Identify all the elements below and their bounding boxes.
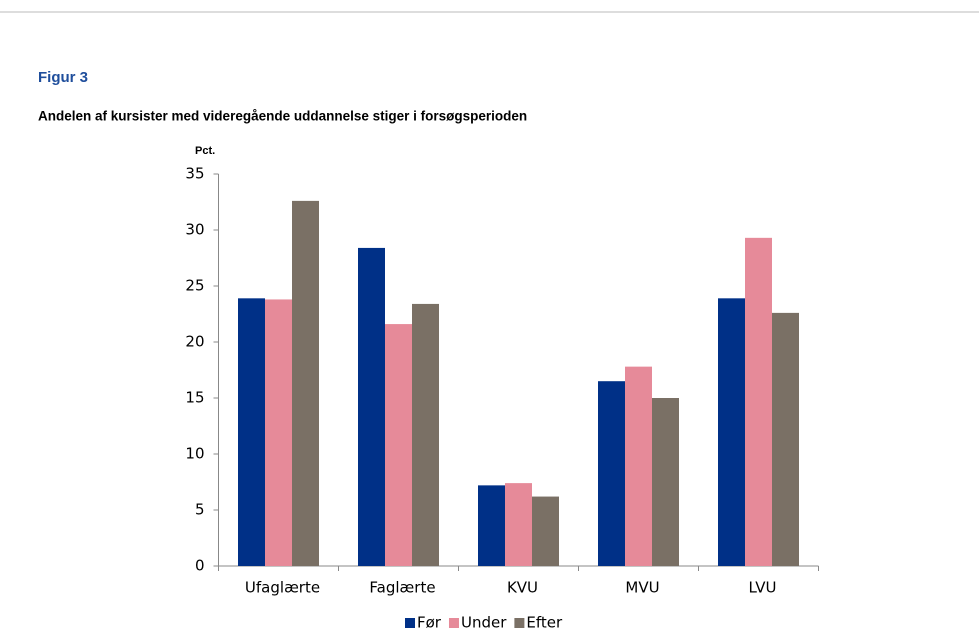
y-tick-label: 15 [185,389,204,407]
legend-swatch [448,618,459,628]
y-tick-label: 10 [185,445,204,463]
bar [265,299,292,566]
x-tick-label: Faglærte [369,579,435,597]
x-tick-label: MVU [625,579,659,597]
y-tick-label: 30 [185,221,204,239]
bar [238,298,265,566]
legend-label: Under [461,614,507,632]
bar [412,303,439,566]
legend-label: Før [417,614,442,632]
bar [625,366,652,566]
bar [745,237,772,566]
x-tick-label: KVU [507,579,538,597]
bar [478,485,505,566]
bar [718,298,745,566]
y-tick-label: 25 [185,277,204,295]
x-tick-label: LVU [749,579,777,597]
y-tick-label: 0 [195,557,205,575]
y-tick-label: 5 [195,501,205,519]
bar [292,200,319,566]
legend-swatch [514,618,525,628]
legend-label: Efter [526,614,563,632]
chart-subtitle: Andelen af kursister med videregående ud… [38,109,527,124]
y-axis-label: Pct. [195,145,215,157]
bar [772,312,799,566]
x-tick-label: Ufaglærte [245,579,320,597]
bar [598,381,625,566]
bar [652,398,679,566]
bar [385,324,412,566]
legend-swatch [405,618,415,628]
y-tick-label: 20 [185,333,204,351]
bar [532,496,559,566]
bar [505,483,532,566]
chart-title: Figur 3 [38,69,88,86]
bar [358,247,385,567]
y-tick-label: 35 [185,165,204,183]
